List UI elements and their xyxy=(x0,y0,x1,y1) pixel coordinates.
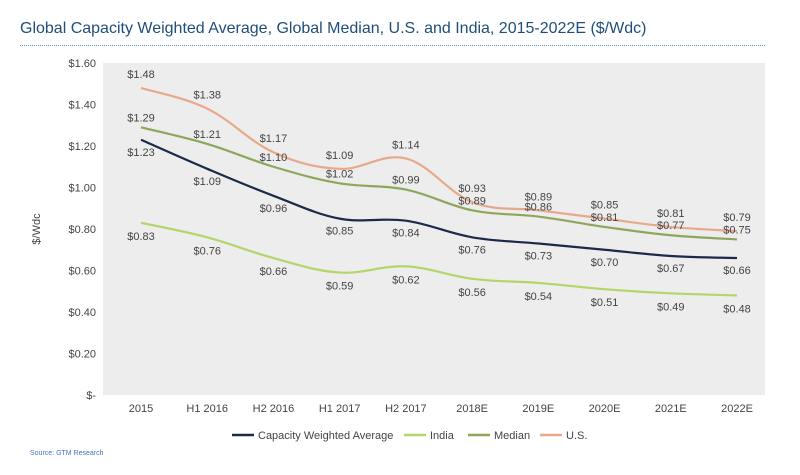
data-label-capacity-weighted-average: $0.96 xyxy=(260,203,288,215)
series-line-u-s xyxy=(140,86,738,233)
y-tick-label: $1.00 xyxy=(68,183,96,195)
data-label-u-s: $1.14 xyxy=(392,139,420,151)
data-label-capacity-weighted-average: $0.84 xyxy=(392,228,420,240)
data-label-capacity-weighted-average: $0.73 xyxy=(525,251,553,263)
data-label-median: $1.02 xyxy=(326,168,354,180)
legend-label-u-s: U.S. xyxy=(566,430,587,442)
series-line-capacity-weighted-average xyxy=(140,138,738,260)
chart-title: Global Capacity Weighted Average, Global… xyxy=(20,20,647,37)
data-label-capacity-weighted-average: $1.23 xyxy=(127,147,155,159)
data-label-u-s: $0.81 xyxy=(657,208,685,220)
title-divider xyxy=(20,45,765,46)
series-line-median xyxy=(140,126,738,241)
data-label-capacity-weighted-average: $0.67 xyxy=(657,263,685,275)
y-tick-label: $0.60 xyxy=(68,266,96,278)
data-label-median: $0.99 xyxy=(392,175,420,187)
y-tick-label: $1.60 xyxy=(68,58,96,70)
x-tick-label: 2015 xyxy=(129,403,153,415)
legend-label-median: Median xyxy=(494,430,530,442)
legend: Capacity Weighted Average India Median U.S. xyxy=(232,430,587,442)
data-label-india: $0.62 xyxy=(392,274,420,286)
legend-label-india: India xyxy=(430,430,455,442)
data-label-median: $0.77 xyxy=(657,220,685,232)
data-label-u-s: $0.85 xyxy=(591,200,619,212)
x-axis: 2015 H1 2016 H2 2016 H1 2017 H2 2017 2018E 201… xyxy=(129,403,753,415)
y-tick-label: $0.20 xyxy=(68,349,96,361)
data-label-india: $0.59 xyxy=(326,281,354,293)
x-tick-label: 2021E xyxy=(655,403,687,415)
x-tick-label: H1 2016 xyxy=(186,403,228,415)
data-label-median: $1.29 xyxy=(127,112,155,124)
data-label-india: $0.49 xyxy=(657,301,685,313)
data-label-u-s: $1.09 xyxy=(326,150,354,162)
data-label-india: $0.76 xyxy=(193,245,221,257)
y-tick-label: $- xyxy=(86,390,96,402)
data-label-capacity-weighted-average: $0.85 xyxy=(326,226,354,238)
x-tick-label: 2018E xyxy=(456,403,488,415)
data-label-median: $0.86 xyxy=(525,202,553,214)
data-label-median: $1.21 xyxy=(193,129,221,141)
data-label-capacity-weighted-average: $0.76 xyxy=(458,244,486,256)
x-tick-label: 2019E xyxy=(522,403,554,415)
y-axis: $- $0.20 $0.40 $0.60 $0.80 $1.00 $1.20 $1.40 $1.… xyxy=(31,58,96,402)
x-tick-label: 2020E xyxy=(589,403,621,415)
data-labels: $1.23 $1.09 $0.96 $0.85 $0.84 $0.76 $0.73 $0.70… xyxy=(127,69,751,315)
y-tick-label: $1.20 xyxy=(68,141,96,153)
data-label-india: $0.48 xyxy=(723,303,751,315)
x-tick-label: 2022E xyxy=(721,403,753,415)
y-tick-label: $0.80 xyxy=(68,224,96,236)
data-label-india: $0.54 xyxy=(525,291,553,303)
data-label-capacity-weighted-average: $0.66 xyxy=(723,265,751,277)
series-line-india xyxy=(140,221,738,297)
x-tick-label: H2 2017 xyxy=(385,403,427,415)
data-label-india: $0.51 xyxy=(591,297,619,309)
data-label-u-s: $0.93 xyxy=(458,183,486,195)
x-tick-label: H2 2016 xyxy=(253,403,295,415)
data-label-u-s: $1.17 xyxy=(260,133,288,145)
data-label-u-s: $1.48 xyxy=(127,69,155,81)
data-label-median: $0.75 xyxy=(723,224,751,236)
data-label-capacity-weighted-average: $0.70 xyxy=(591,257,619,269)
y-axis-title: $/Wdc xyxy=(31,213,43,245)
x-tick-label: H1 2017 xyxy=(319,403,361,415)
data-label-india: $0.56 xyxy=(458,287,486,299)
source-note: Source: GTM Research xyxy=(30,450,104,457)
plot-area xyxy=(103,63,765,395)
y-tick-label: $1.40 xyxy=(68,100,96,112)
data-label-capacity-weighted-average: $1.09 xyxy=(193,176,221,188)
data-label-u-s: $0.89 xyxy=(525,191,553,203)
data-label-india: $0.83 xyxy=(127,231,155,243)
series-lines xyxy=(140,86,738,297)
data-label-u-s: $0.79 xyxy=(723,212,751,224)
data-label-median: $0.89 xyxy=(458,195,486,207)
data-label-india: $0.66 xyxy=(260,266,288,278)
data-label-median: $1.10 xyxy=(260,152,288,164)
legend-label-capacity-weighted-average: Capacity Weighted Average xyxy=(258,430,393,442)
data-label-median: $0.81 xyxy=(591,212,619,224)
data-label-u-s: $1.38 xyxy=(193,90,221,102)
y-tick-label: $0.40 xyxy=(68,307,96,319)
